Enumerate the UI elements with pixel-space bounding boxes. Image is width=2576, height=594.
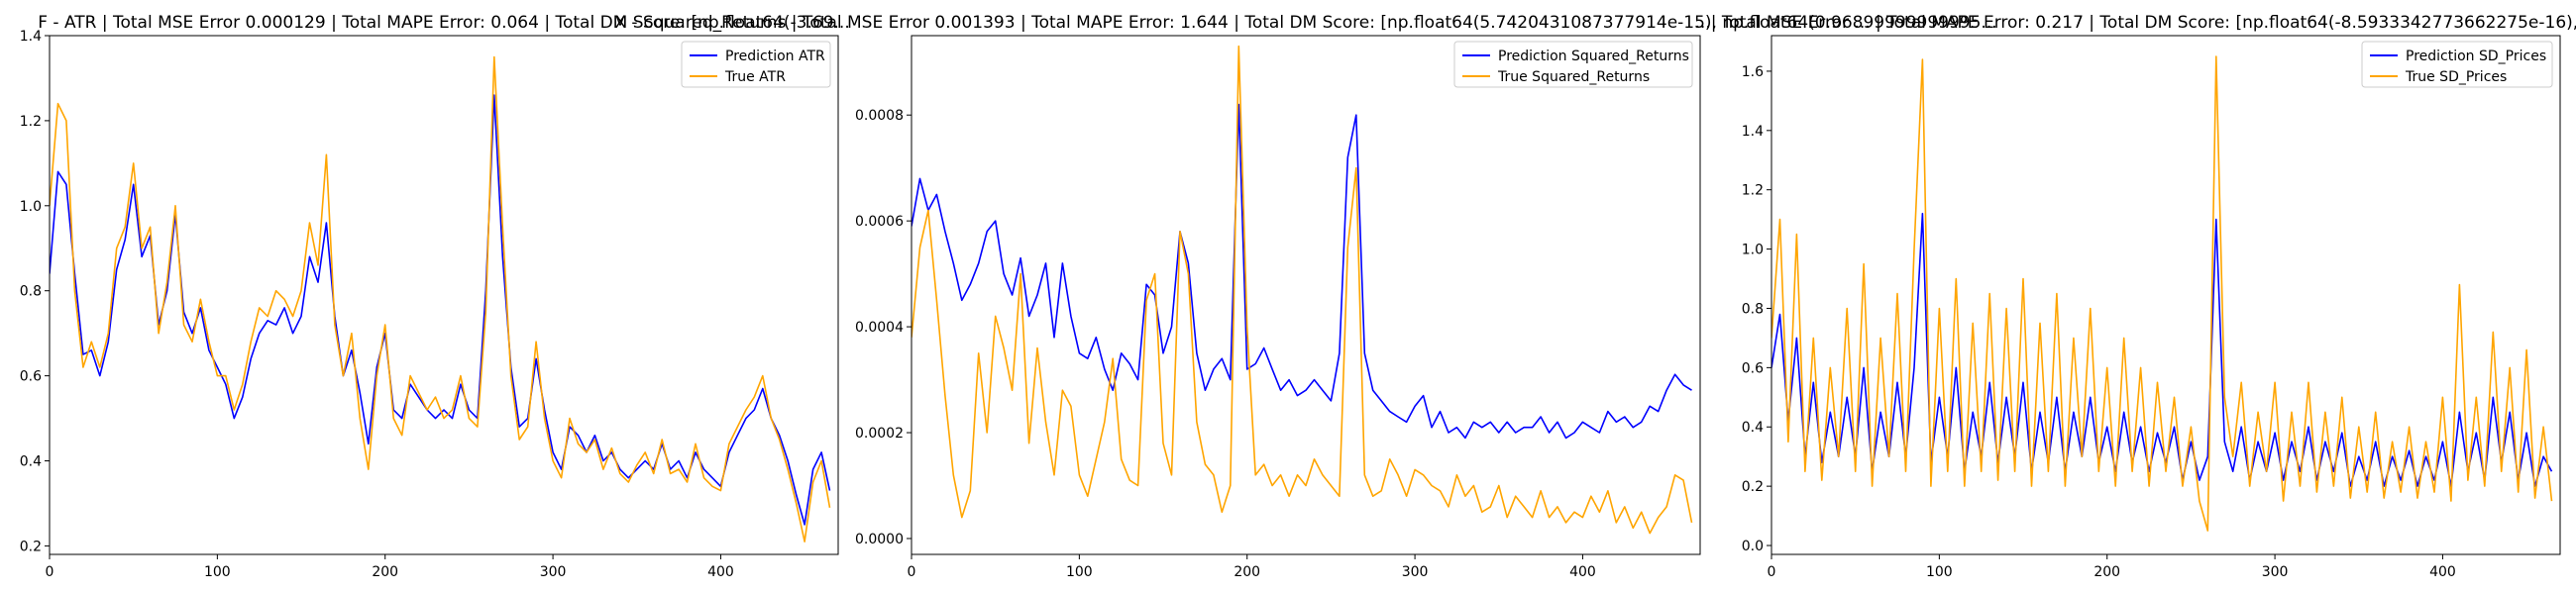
legend: Prediction ATR True ATR — [681, 41, 831, 88]
legend-label: True SD_Prices — [2405, 69, 2507, 85]
plot-area — [911, 35, 1701, 555]
y-tick-label: 1.0 — [20, 199, 42, 215]
legend-label: Prediction ATR — [725, 49, 825, 64]
x-tick-label: 200 — [1234, 564, 1260, 580]
y-tick-label: 0.4 — [1742, 420, 1764, 436]
y-tick-label: 1.4 — [20, 29, 42, 45]
legend-label: True ATR — [724, 69, 786, 85]
x-tick-label: 300 — [540, 564, 567, 580]
x-tick-label: 300 — [1402, 564, 1429, 580]
x-tick-label: 0 — [908, 564, 916, 580]
chart-panel-3: 0 100 200 300 400 0.0 0.2 0.4 0.6 0.8 1.0 1.2 1.4 1.6… — [1695, 13, 2576, 580]
legend-label: Prediction Squared_Returns — [1498, 49, 1689, 64]
y-tick-label: 0.4 — [20, 454, 42, 470]
x-tick-label: 0 — [1768, 564, 1776, 580]
y-tick-label: 1.0 — [1742, 243, 1764, 258]
y-tick-label: 0.6 — [20, 369, 42, 385]
y-tick-label: 0.2 — [1742, 479, 1764, 495]
x-tick-label: 0 — [46, 564, 54, 580]
legend-label: True Squared_Returns — [1497, 69, 1650, 85]
y-tick-label: 1.2 — [1742, 183, 1764, 199]
y-tick-label: 0.0006 — [855, 214, 904, 230]
x-tick-label: 400 — [2429, 564, 2456, 580]
legend-box — [681, 41, 831, 88]
series-line-prediction-atr — [50, 94, 831, 526]
legend-box — [2361, 41, 2553, 88]
x-tick-label: 200 — [2093, 564, 2120, 580]
x-tick-label: 400 — [707, 564, 734, 580]
series-line-true-squared-returns — [912, 45, 1693, 535]
y-tick-label: 1.2 — [20, 114, 42, 130]
chart-title: F - ATR | Total MSE Error 0.000129 | Tot… — [38, 13, 850, 33]
series-line-true-atr — [50, 55, 831, 543]
y-tick-label: 1.6 — [1742, 64, 1764, 80]
legend: Prediction Squared_Returns True Squared_R… — [1453, 41, 1693, 88]
y-tick-label: 0.0008 — [855, 108, 904, 124]
plot-area — [1771, 35, 2561, 555]
y-tick-label: 0.8 — [1742, 301, 1764, 317]
y-tick-label: 0.6 — [1742, 360, 1764, 376]
legend-box — [1453, 41, 1693, 88]
plot-area — [49, 35, 839, 555]
chart-panel-1: 0 100 200 300 400 0.2 0.4 0.6 0.8 1.0 1.2 1.4F - AT… — [20, 13, 850, 580]
x-tick-label: 200 — [372, 564, 398, 580]
series-line-true-sd-prices — [1771, 55, 2553, 532]
chart-title: X - Squared_Returns | Total MSE Error 0.… — [614, 13, 1996, 33]
y-tick-label: 0.8 — [20, 284, 42, 300]
x-tick-label: 100 — [204, 564, 231, 580]
chart-panel-2: 0 100 200 300 400 0.0000 0.0002 0.0004 0.0006 0.0… — [614, 13, 1996, 580]
x-tick-label: 100 — [1926, 564, 1953, 580]
y-tick-label: 1.4 — [1742, 124, 1764, 140]
y-tick-label: 0.0000 — [855, 532, 904, 547]
series-line-prediction-squared-returns — [912, 103, 1692, 440]
y-tick-label: 0.0004 — [855, 320, 904, 336]
y-tick-label: 0.0 — [1742, 539, 1764, 554]
y-tick-label: 0.2 — [20, 539, 42, 554]
chart-title: ...| Total MSE Error ... | Total MAPE Er… — [1695, 13, 2576, 33]
x-tick-label: 100 — [1066, 564, 1093, 580]
x-tick-label: 400 — [1569, 564, 1596, 580]
y-tick-label: 0.0002 — [855, 426, 904, 442]
legend-label: Prediction SD_Prices — [2406, 49, 2546, 64]
legend: Prediction SD_Prices True SD_Prices — [2361, 41, 2553, 88]
x-tick-label: 300 — [2262, 564, 2289, 580]
